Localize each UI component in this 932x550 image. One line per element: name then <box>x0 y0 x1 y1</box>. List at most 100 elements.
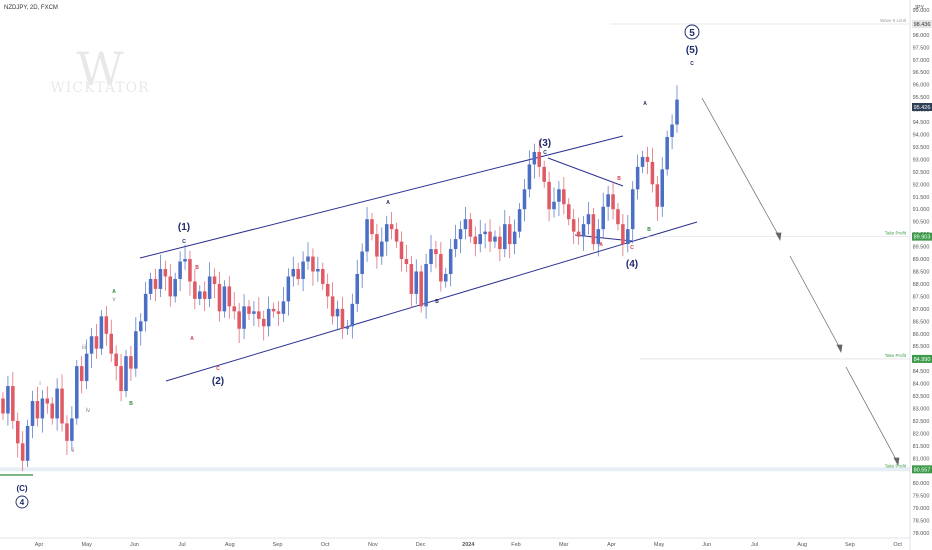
level-price-tag <box>912 354 932 363</box>
candle <box>355 259 359 313</box>
wave-label-4-paren: (4) <box>626 259 638 270</box>
candle <box>330 282 335 325</box>
y-tick-label: 87.000 <box>913 307 930 313</box>
candle <box>365 206 369 262</box>
candle <box>296 262 300 286</box>
projection-arrowhead-1 <box>775 232 782 242</box>
candle <box>153 268 158 302</box>
candle <box>424 253 428 319</box>
y-tick-label: 93.000 <box>913 157 930 163</box>
candle <box>134 317 138 377</box>
wave-label-C-bottom: (C) <box>16 484 27 493</box>
x-tick-label: Jul <box>751 542 758 548</box>
level-price-value: 80.557 <box>914 467 931 473</box>
x-tick-label: Nov <box>368 542 378 548</box>
candle <box>375 223 379 269</box>
y-tick-label: 88.500 <box>913 269 930 275</box>
level-band <box>0 467 910 472</box>
wave-label-4: 4 <box>20 498 25 507</box>
wave-label-A-red-2: A <box>599 242 603 248</box>
candle <box>242 294 246 339</box>
candle <box>650 147 655 193</box>
candle <box>370 212 374 241</box>
candle <box>276 301 281 327</box>
candle <box>311 248 315 286</box>
candle <box>50 397 54 425</box>
candle <box>542 160 546 189</box>
candle <box>35 386 40 427</box>
y-tick-label: 81.500 <box>913 444 930 450</box>
candle <box>11 371 15 430</box>
candle <box>444 267 448 288</box>
wave-label-5-circle: 5 <box>689 28 695 39</box>
candle <box>670 114 674 150</box>
candle <box>25 419 30 468</box>
x-tick-label: Apr <box>35 542 44 548</box>
svg-text:W: W <box>76 42 124 96</box>
candle <box>20 431 25 471</box>
candle <box>547 171 551 222</box>
candle <box>453 224 458 258</box>
y-tick-label: 97.000 <box>913 58 930 64</box>
candle <box>611 182 615 220</box>
y-tick-label: 91.500 <box>913 195 930 201</box>
wave-4-circle <box>15 495 29 509</box>
level-label: Wave 5 Limit <box>880 18 907 23</box>
level-lines: Wave 5 Limit Take Profit Take Profit Take P… <box>0 18 910 472</box>
candle <box>350 293 355 339</box>
candle <box>468 212 473 243</box>
candle <box>40 390 45 433</box>
candle <box>512 219 517 255</box>
candle <box>207 262 212 308</box>
level-price-value: 98.436 <box>914 22 931 28</box>
watermark: W WICKTATOR <box>50 42 148 96</box>
x-tick-label: Oct <box>893 542 902 548</box>
x-tick-label: Mar <box>559 542 569 548</box>
candle <box>104 306 109 346</box>
candle <box>478 219 482 253</box>
x-tick-label: Oct <box>321 542 330 548</box>
x-tick-label: Feb <box>511 542 520 548</box>
candle <box>306 242 310 270</box>
candle <box>626 214 630 253</box>
candle <box>384 215 389 256</box>
candle <box>419 265 423 313</box>
x-tick-label: May <box>654 542 665 548</box>
y-tick-label: 91.000 <box>913 207 930 213</box>
x-tick-label: Jun <box>130 542 139 548</box>
candle <box>321 262 325 291</box>
candle <box>143 281 148 332</box>
y-tick-label: 83.500 <box>913 394 930 400</box>
y-tick-label: 79.000 <box>913 506 930 512</box>
time-axis[interactable]: Apr May Jun Jul Aug Sep Oct Nov Dec 2024 Feb Mar Apr… <box>0 537 910 548</box>
candle <box>119 353 123 402</box>
candle <box>458 220 463 254</box>
projection-arrow-3 <box>845 366 899 464</box>
y-tick-label: 90.500 <box>913 220 930 226</box>
y-tick-label: 97.500 <box>913 45 930 51</box>
x-tick-label: Jun <box>702 542 711 548</box>
candle <box>409 255 414 309</box>
candle <box>463 206 468 240</box>
candle <box>202 281 207 312</box>
wave-label-ii: ii <box>72 448 75 454</box>
y-tick-label: 78.500 <box>913 519 930 525</box>
wave-label-v: v <box>113 297 116 303</box>
candle <box>75 359 79 425</box>
current-price-tag: 95.426 <box>912 103 932 111</box>
candle <box>99 310 104 355</box>
candle <box>340 296 345 339</box>
candle <box>488 219 492 252</box>
price-axis[interactable]: 99.00098.50098.00097.50097.00096.50096.0… <box>909 0 932 550</box>
wave-label-A-dark-3: A <box>643 101 647 107</box>
y-tick-label: 94.500 <box>913 120 930 126</box>
candle <box>566 198 571 226</box>
candle <box>345 320 350 336</box>
symbol-title: NZDJPY, 2D, FXCM <box>4 5 58 11</box>
y-tick-label: 85.500 <box>913 344 930 350</box>
candle <box>394 222 399 248</box>
currency-label: JPY <box>914 5 924 11</box>
candle <box>325 273 330 309</box>
y-tick-label: 84.000 <box>913 382 930 388</box>
